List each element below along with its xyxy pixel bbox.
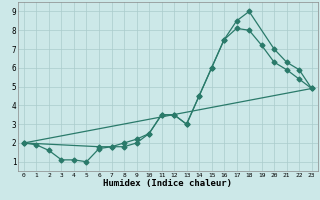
X-axis label: Humidex (Indice chaleur): Humidex (Indice chaleur) (103, 179, 232, 188)
